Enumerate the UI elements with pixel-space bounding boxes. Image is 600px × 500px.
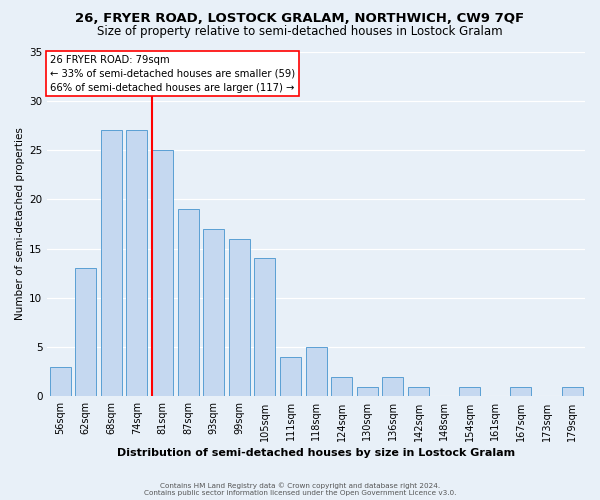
Text: Contains public sector information licensed under the Open Government Licence v3: Contains public sector information licen…: [144, 490, 456, 496]
Bar: [408, 386, 429, 396]
Bar: [127, 130, 148, 396]
Bar: [203, 229, 224, 396]
Bar: [280, 357, 301, 397]
Bar: [229, 239, 250, 396]
Bar: [50, 367, 71, 396]
Bar: [511, 386, 532, 396]
Bar: [382, 376, 403, 396]
Bar: [459, 386, 480, 396]
Bar: [101, 130, 122, 396]
Text: 26 FRYER ROAD: 79sqm
← 33% of semi-detached houses are smaller (59)
66% of semi-: 26 FRYER ROAD: 79sqm ← 33% of semi-detac…: [50, 55, 295, 93]
Text: Contains HM Land Registry data © Crown copyright and database right 2024.: Contains HM Land Registry data © Crown c…: [160, 482, 440, 489]
X-axis label: Distribution of semi-detached houses by size in Lostock Gralam: Distribution of semi-detached houses by …: [117, 448, 515, 458]
Bar: [254, 258, 275, 396]
Bar: [562, 386, 583, 396]
Bar: [305, 347, 326, 397]
Text: 26, FRYER ROAD, LOSTOCK GRALAM, NORTHWICH, CW9 7QF: 26, FRYER ROAD, LOSTOCK GRALAM, NORTHWIC…: [76, 12, 524, 26]
Bar: [331, 376, 352, 396]
Bar: [152, 150, 173, 396]
Text: Size of property relative to semi-detached houses in Lostock Gralam: Size of property relative to semi-detach…: [97, 25, 503, 38]
Bar: [178, 209, 199, 396]
Bar: [357, 386, 378, 396]
Y-axis label: Number of semi-detached properties: Number of semi-detached properties: [15, 128, 25, 320]
Bar: [75, 268, 96, 396]
